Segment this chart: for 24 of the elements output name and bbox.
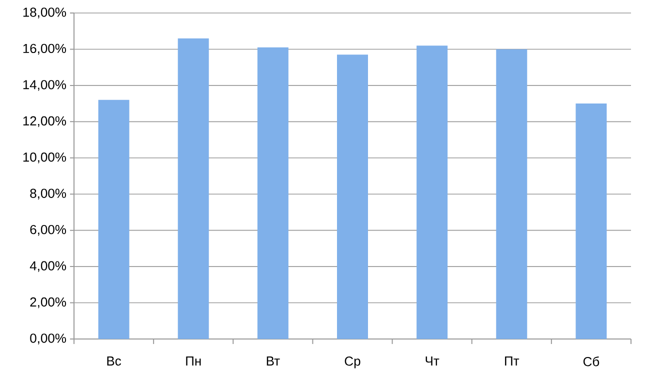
y-tick-label: 2,00% — [30, 297, 66, 308]
x-tick-label: Сб — [583, 356, 600, 366]
bar — [257, 47, 288, 339]
y-tick-label: 12,00% — [23, 116, 66, 128]
y-tick-label: 18,00% — [23, 8, 66, 18]
bar — [576, 104, 607, 339]
y-tick-label: 14,00% — [23, 80, 66, 91]
bar — [178, 38, 209, 339]
x-tick-label: Пт — [505, 356, 520, 366]
y-tick-label: 8,00% — [30, 188, 66, 200]
bar — [337, 54, 368, 339]
y-tick-label: 10,00% — [23, 152, 66, 164]
y-tick-label: 6,00% — [30, 224, 66, 236]
y-tick-label: 0,00% — [30, 334, 66, 344]
bar — [98, 100, 130, 339]
x-tick-label: Ср — [344, 356, 360, 368]
x-tick-label: Чт — [426, 356, 440, 366]
bar — [496, 49, 528, 339]
x-tick-label: Вс — [107, 356, 122, 366]
bar — [416, 46, 448, 339]
x-tick-label: Вт — [266, 356, 280, 366]
y-tick-label: 16,00% — [23, 44, 66, 55]
x-tick-label: Пн — [186, 356, 201, 366]
y-tick-label: 4,00% — [30, 261, 66, 272]
